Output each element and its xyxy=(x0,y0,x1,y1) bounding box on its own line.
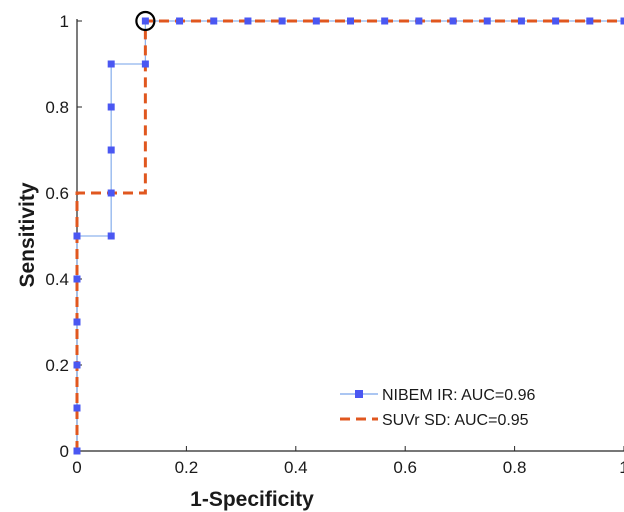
data-point-nibem xyxy=(347,17,354,25)
data-point-nibem xyxy=(73,404,81,412)
data-point-nibem xyxy=(141,17,149,25)
x-tick-label: 0.4 xyxy=(284,458,308,477)
data-point-nibem xyxy=(141,60,149,68)
data-point-nibem xyxy=(107,189,115,197)
data-point-nibem xyxy=(483,17,491,25)
series-layer xyxy=(73,17,624,455)
data-point-nibem xyxy=(244,17,252,25)
data-point-nibem xyxy=(73,318,81,326)
y-tick-label: 1 xyxy=(60,12,69,31)
data-point-nibem xyxy=(210,17,218,25)
data-point-nibem xyxy=(107,146,115,154)
data-point-nibem xyxy=(415,17,423,25)
x-tick-label: 1 xyxy=(619,458,624,477)
y-tick-label: 0.2 xyxy=(45,356,69,375)
data-point-nibem xyxy=(381,17,389,25)
data-point-nibem xyxy=(620,17,624,25)
y-tick-label: 0.4 xyxy=(45,270,69,289)
x-tick-label: 0.8 xyxy=(503,458,527,477)
y-tick-label: 0.6 xyxy=(45,184,69,203)
label-layer: 1-Specificity Sensitivity xyxy=(16,182,314,511)
y-axis-label: Sensitivity xyxy=(16,182,39,287)
y-tick-label: 0.8 xyxy=(45,98,69,117)
data-point-nibem xyxy=(107,103,115,111)
data-point-nibem xyxy=(278,17,286,25)
series-line-suvr xyxy=(75,19,624,451)
x-axis-label: 1-Specificity xyxy=(190,488,314,511)
legend-label-suvr: SUVr SD: AUC=0.95 xyxy=(382,412,529,429)
x-tick-label: 0.6 xyxy=(393,458,417,477)
annotation-layer xyxy=(135,10,156,32)
data-point-nibem xyxy=(107,232,115,240)
data-point-nibem xyxy=(73,447,81,455)
axes: 0 0.2 0.4 0.6 0.8 1 0 0.2 0.4 0.6 0.8 1 xyxy=(45,12,624,477)
data-point-nibem xyxy=(107,60,115,68)
legend-box xyxy=(329,373,575,437)
y-tick-label: 0 xyxy=(60,442,69,461)
data-point-nibem xyxy=(73,275,81,283)
x-tick-label: 0 xyxy=(72,458,81,477)
data-point-nibem xyxy=(176,17,184,25)
legend-marker-nibem xyxy=(355,390,363,398)
data-point-nibem xyxy=(73,232,81,240)
x-tick-label: 0.2 xyxy=(175,458,199,477)
legend: NIBEM IR: AUC=0.96 SUVr SD: AUC=0.95 xyxy=(329,373,575,437)
optimal-point-circle xyxy=(135,10,156,32)
data-point-nibem xyxy=(73,361,81,369)
data-point-nibem xyxy=(517,17,525,25)
data-point-nibem xyxy=(312,17,320,25)
data-point-nibem xyxy=(552,17,560,25)
legend-label-nibem: NIBEM IR: AUC=0.96 xyxy=(382,387,535,404)
data-point-nibem xyxy=(449,17,457,25)
data-point-nibem xyxy=(586,17,594,25)
